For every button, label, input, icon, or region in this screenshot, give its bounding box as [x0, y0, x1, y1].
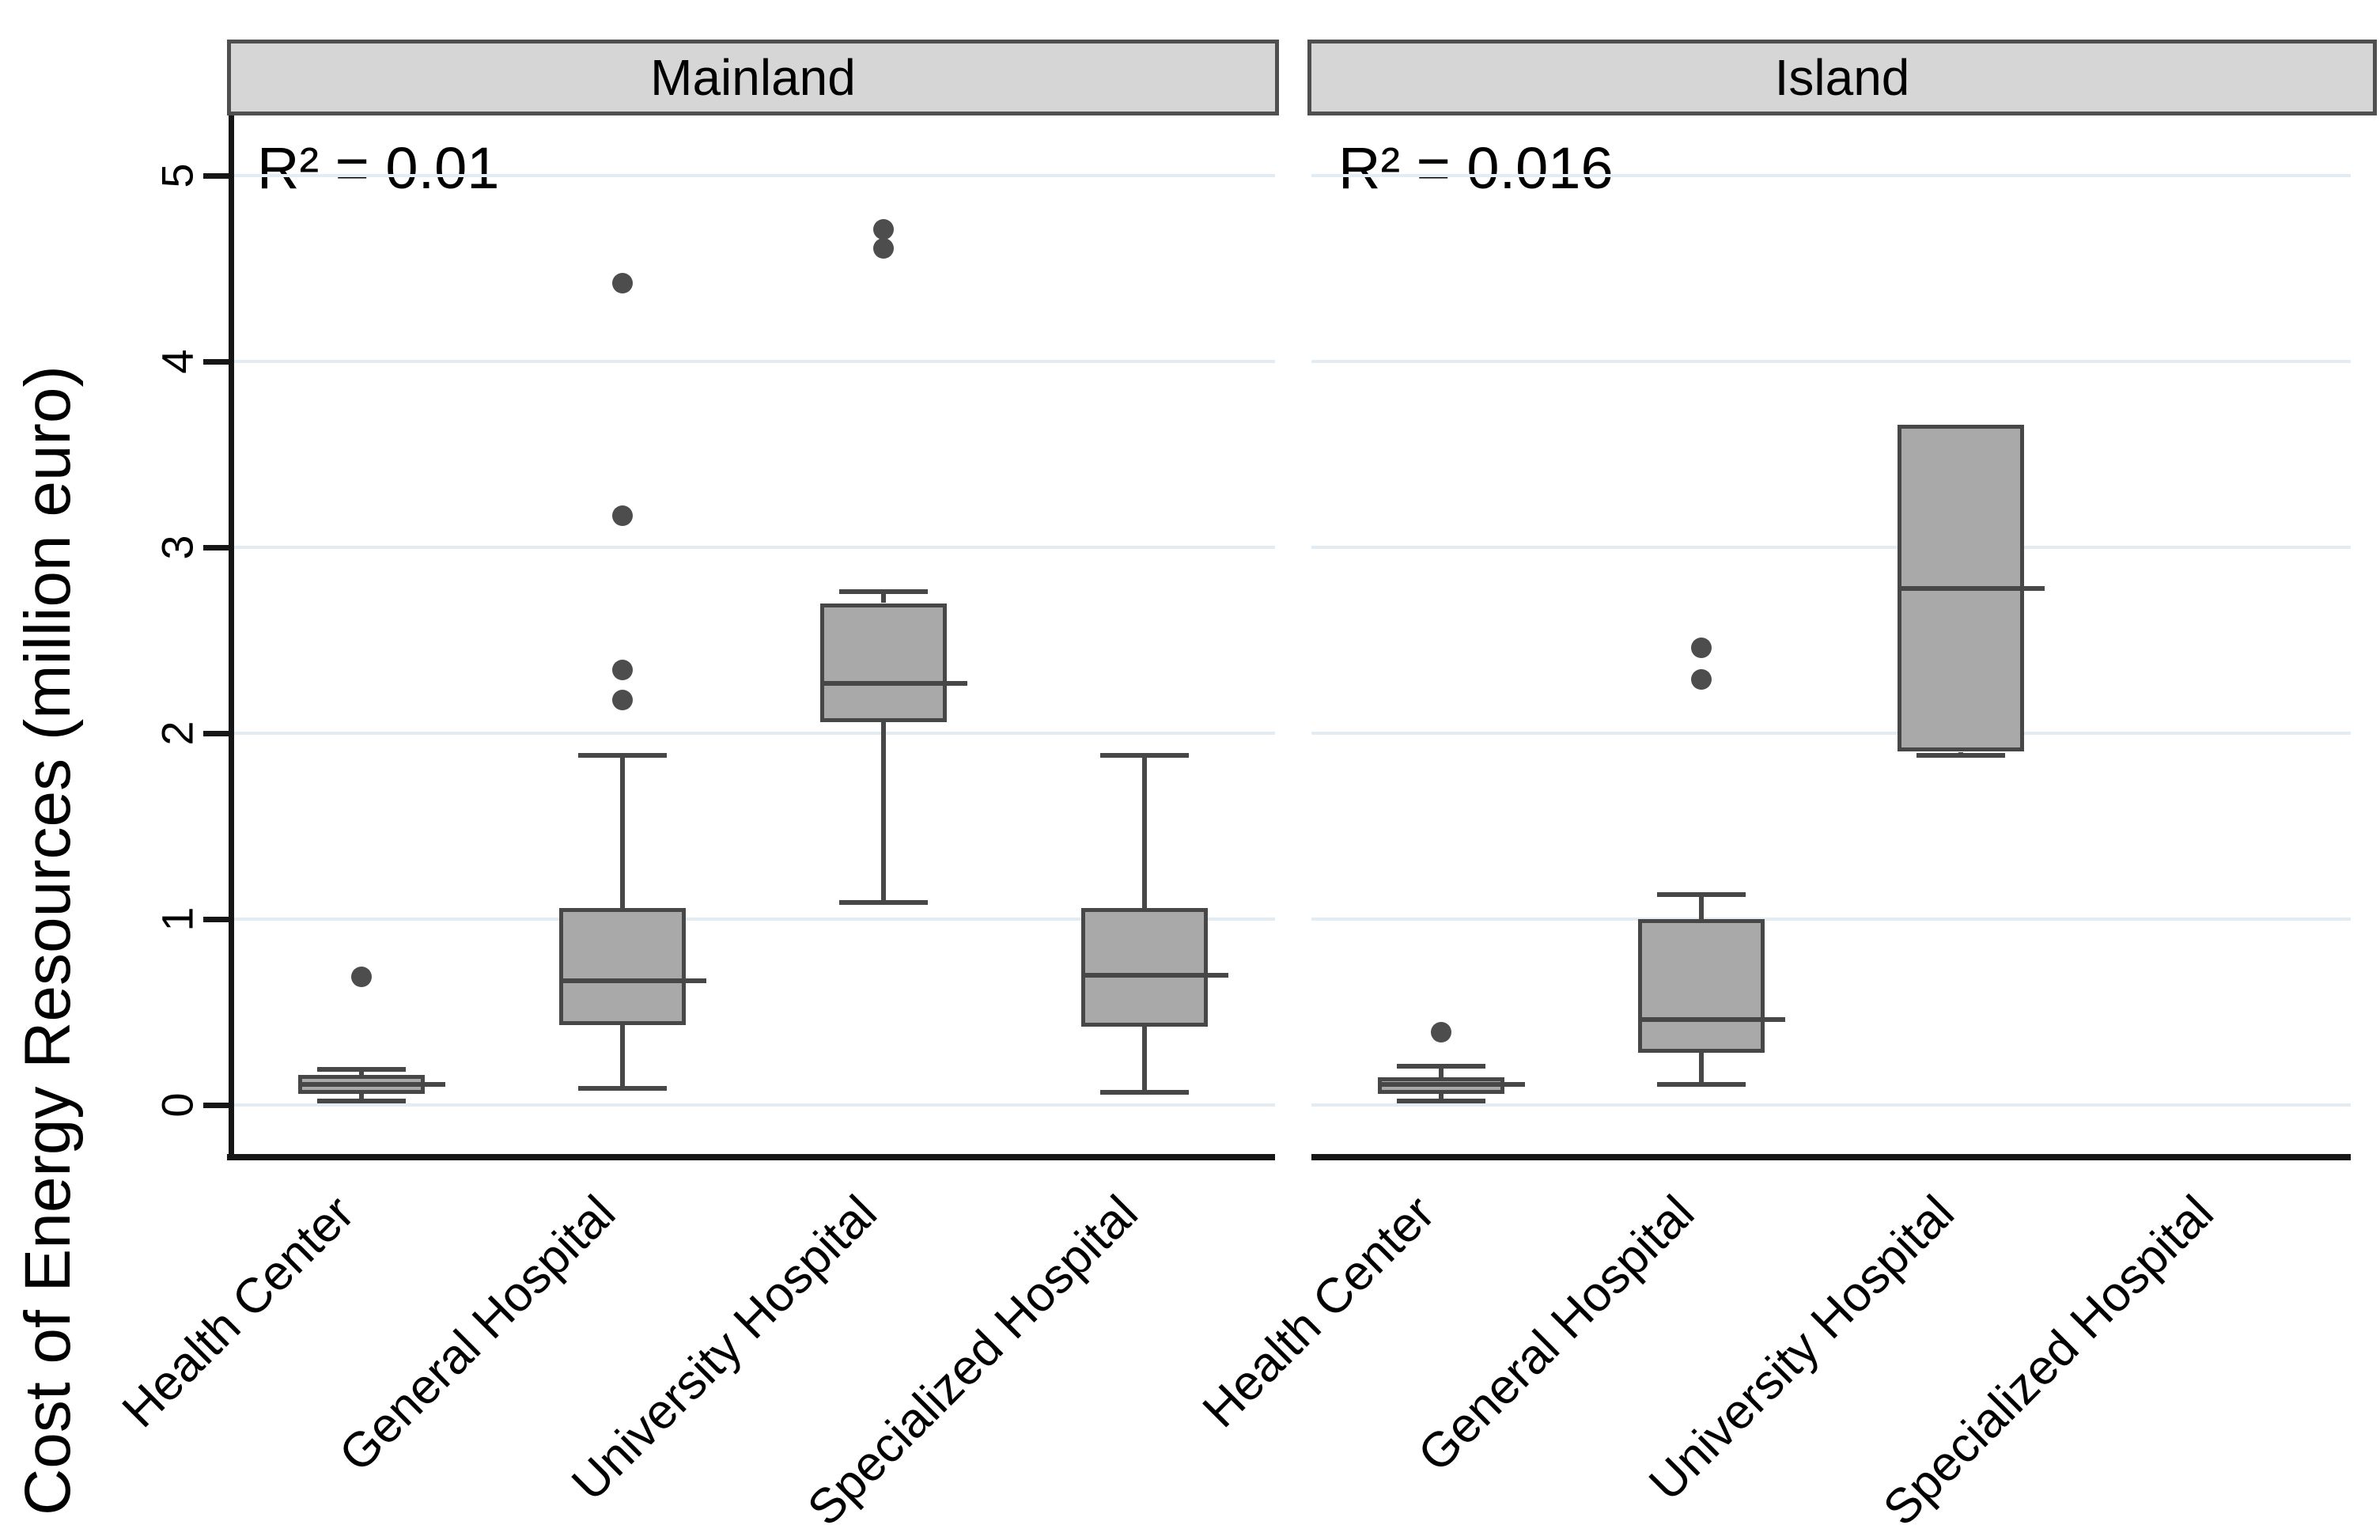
upper-whisker-cap [317, 1067, 406, 1073]
gridline-y1 [231, 918, 1275, 921]
lower-whisker-line [1698, 1053, 1704, 1085]
median-line [1081, 972, 1228, 978]
upper-whisker-line [1698, 895, 1704, 919]
lower-whisker-cap [1397, 1099, 1486, 1104]
y-axis-line [229, 115, 234, 1160]
panel-header-mainland: Mainland [227, 40, 1279, 115]
gridline-y0 [1311, 1103, 2351, 1107]
median-line [298, 1082, 445, 1088]
y-axis-tick-label-2: 2 [152, 721, 202, 746]
x-axis-label-health-center: Health Center [112, 1185, 365, 1438]
lower-whisker-line [881, 721, 886, 902]
r-squared-annotation-mainland: R² = 0.01 [257, 135, 500, 201]
box-general-hospital [559, 907, 686, 1025]
median-line [1637, 1016, 1785, 1022]
y-axis-tick-3 [203, 545, 231, 551]
gridline-y4 [1311, 360, 2351, 363]
median-line [1378, 1082, 1526, 1088]
outlier-point [1431, 1022, 1452, 1043]
y-axis-tick-label-0: 0 [152, 1092, 202, 1118]
outlier-point [612, 273, 633, 294]
x-axis-label-health-center: Health Center [1192, 1185, 1445, 1438]
y-axis-tick-label-4: 4 [152, 349, 202, 374]
x-axis-label-general-hospital: General Hospital [1407, 1185, 1705, 1483]
upper-whisker-line [359, 1069, 364, 1076]
r-squared-annotation-island: R² = 0.016 [1338, 135, 1614, 201]
outlier-point [873, 219, 894, 240]
median-line [820, 680, 967, 686]
x-axis-label-general-hospital: General Hospital [329, 1185, 626, 1483]
y-axis-tick-label-3: 3 [152, 535, 202, 560]
outlier-point [612, 660, 633, 681]
upper-whisker-cap [839, 589, 928, 595]
y-axis-tick-0 [203, 1103, 231, 1108]
y-axis-tick-label-1: 1 [152, 906, 202, 932]
box-university-hospital [820, 603, 947, 722]
panel-header-island-label: Island [1774, 49, 1910, 106]
median-line [1898, 585, 2045, 591]
lower-whisker-cap [317, 1099, 406, 1104]
upper-whisker-cap [1397, 1063, 1486, 1069]
gridline-y5 [1311, 174, 2351, 177]
outlier-point [1690, 637, 1712, 658]
outlier-point [612, 505, 633, 527]
gridline-y1 [1311, 918, 2351, 921]
upper-whisker-cap [578, 753, 667, 759]
x-axis-line-island [1311, 1154, 2351, 1160]
outlier-point [612, 689, 633, 710]
gridline-y4 [231, 360, 1275, 363]
gridline-y0 [231, 1103, 1275, 1107]
gridline-y5 [231, 174, 1275, 177]
lower-whisker-cap [839, 899, 928, 905]
panel-header-mainland-label: Mainland [650, 49, 856, 106]
y-axis-tick-5 [203, 173, 231, 179]
lower-whisker-cap [1100, 1089, 1189, 1095]
gridline-y2 [231, 732, 1275, 735]
median-line [559, 978, 706, 983]
outlier-point [351, 966, 372, 987]
box-specialized-hospital [1081, 907, 1208, 1027]
outlier-point [1690, 668, 1712, 690]
y-axis-title: Cost of Energy Resources (million euro) [12, 365, 84, 1515]
lower-whisker-cap [578, 1085, 667, 1091]
lower-whisker-cap [1656, 1082, 1746, 1088]
lower-whisker-line [359, 1093, 364, 1102]
y-axis-tick-label-5: 5 [152, 163, 202, 188]
lower-whisker-cap [1916, 753, 2006, 759]
lower-whisker-line [620, 1024, 625, 1088]
outlier-point [873, 237, 894, 259]
x-axis-line-mainland [227, 1154, 1275, 1160]
lower-whisker-line [1142, 1027, 1147, 1092]
gridline-y2 [1311, 732, 2351, 735]
upper-whisker-line [881, 592, 886, 604]
gridline-y3 [231, 546, 1275, 549]
lower-whisker-line [1439, 1093, 1444, 1102]
box-general-hospital [1637, 919, 1765, 1054]
gridline-y3 [1311, 546, 2351, 549]
panel-header-island: Island [1307, 40, 2377, 115]
upper-whisker-line [1439, 1065, 1444, 1077]
upper-whisker-line [1142, 755, 1147, 908]
y-axis-tick-1 [203, 917, 231, 922]
upper-whisker-line [620, 755, 625, 908]
upper-whisker-cap [1100, 753, 1189, 759]
y-axis-tick-2 [203, 731, 231, 736]
upper-whisker-cap [1656, 892, 1746, 898]
y-axis-tick-4 [203, 359, 231, 365]
